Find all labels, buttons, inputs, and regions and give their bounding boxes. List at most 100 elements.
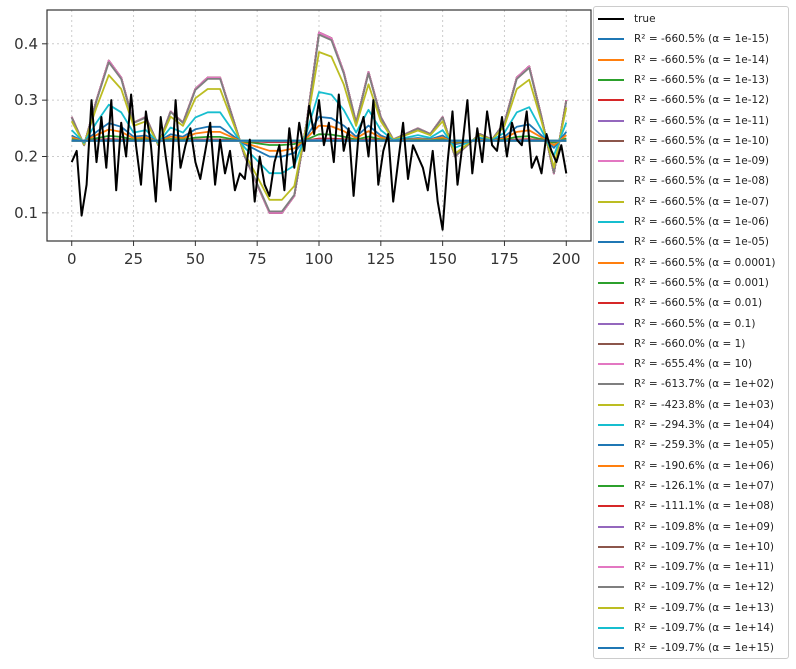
legend-item: R² = -294.3% (α = 1e+04) <box>598 416 774 434</box>
legend-label: R² = -660.5% (α = 1e-06) <box>634 216 770 228</box>
legend-swatch <box>598 505 624 508</box>
legend-item: R² = -109.7% (α = 1e+12) <box>598 578 774 596</box>
legend-swatch <box>598 647 624 650</box>
legend-swatch <box>598 586 624 589</box>
legend-swatch <box>598 566 624 569</box>
legend-label: R² = -660.5% (α = 1e-11) <box>634 114 770 127</box>
legend-swatch <box>598 545 624 548</box>
legend-swatch <box>598 99 624 102</box>
legend-label: true <box>634 13 656 25</box>
legend-label: R² = -294.3% (α = 1e+04) <box>634 419 775 431</box>
legend-item: R² = -109.7% (α = 1e+14) <box>598 619 774 637</box>
legend-item: R² = -109.7% (α = 1e+15) <box>598 639 774 657</box>
legend-swatch <box>598 484 624 487</box>
legend-item: R² = -660.5% (α = 1e-09) <box>598 152 769 170</box>
x-tick-label: 25 <box>124 250 143 268</box>
legend-swatch <box>598 424 624 426</box>
legend-swatch <box>598 200 624 203</box>
legend: true R² = -660.5% (α = 1e-15) R² = -660.5%… <box>593 6 789 659</box>
legend-label: R² = -109.7% (α = 1e+12) <box>634 581 775 594</box>
y-tick-label: 0.4 <box>14 35 38 53</box>
legend-label: R² = -660.5% (α = 1e-15) <box>634 33 770 46</box>
legend-label: R² = -660.5% (α = 1e-14) <box>634 53 770 66</box>
legend-label: R² = -660.5% (α = 0.0001) <box>634 256 776 269</box>
legend-label: R² = -613.7% (α = 1e+02) <box>634 378 775 391</box>
legend-label: R² = -655.4% (α = 10) <box>634 358 753 371</box>
legend-swatch <box>598 606 624 609</box>
legend-item: R² = -660.5% (α = 1e-10) <box>598 132 769 150</box>
legend-item: R² = -111.1% (α = 1e+08) <box>598 497 774 515</box>
legend-item: R² = -660.5% (α = 1e-14) <box>598 51 769 69</box>
legend-item: R² = -613.7% (α = 1e+02) <box>598 375 774 393</box>
legend-label: R² = -259.3% (α = 1e+05) <box>634 439 775 452</box>
x-tick-label: 50 <box>186 250 205 268</box>
legend-label: R² = -109.7% (α = 1e+15) <box>634 642 775 655</box>
legend-swatch <box>598 78 624 81</box>
legend-label: R² = -109.8% (α = 1e+09) <box>634 520 775 533</box>
x-tick-label: 0 <box>67 250 77 268</box>
legend-swatch <box>598 160 624 163</box>
x-tick-label: 75 <box>248 250 267 268</box>
y-tick-label: 0.2 <box>14 147 38 165</box>
legend-item: R² = -109.8% (α = 1e+09) <box>598 518 774 536</box>
legend-swatch <box>598 383 624 386</box>
y-tick-label: 0.1 <box>14 204 38 222</box>
legend-swatch <box>598 464 624 467</box>
legend-label: R² = -190.6% (α = 1e+06) <box>634 459 775 472</box>
legend-label: R² = -109.7% (α = 1e+13) <box>634 601 775 614</box>
legend-swatch <box>598 139 624 142</box>
legend-swatch <box>598 180 624 183</box>
legend-label: R² = -109.7% (α = 1e+11) <box>634 561 775 574</box>
legend-label: R² = -660.5% (α = 0.1) <box>634 317 756 330</box>
legend-item: R² = -109.7% (α = 1e+10) <box>598 538 774 556</box>
legend-swatch <box>598 261 624 264</box>
legend-swatch <box>598 38 624 41</box>
legend-label: R² = -660.0% (α = 1) <box>634 337 746 350</box>
true-series <box>70 93 568 231</box>
legend-swatch <box>598 627 624 629</box>
legend-item: R² = -660.5% (α = 1e-15) <box>598 30 769 48</box>
axis-ticks: 0 25 50 75 100 125 150 175 200 0.1 0.2 0.3 0.4 <box>14 35 580 268</box>
legend-swatch <box>598 525 624 528</box>
legend-swatch <box>598 322 624 325</box>
legend-item: R² = -660.5% (α = 1e-05) <box>598 233 769 251</box>
legend-item: R² = -660.5% (α = 1e-07) <box>598 193 769 211</box>
legend-label: R² = -660.5% (α = 0.01) <box>634 297 763 310</box>
x-tick-label: 200 <box>552 250 581 268</box>
legend-swatch <box>598 18 624 20</box>
legend-item: R² = -109.7% (α = 1e+11) <box>598 558 774 576</box>
legend-item: R² = -660.5% (α = 1e-13) <box>598 71 769 89</box>
legend-item: R² = -190.6% (α = 1e+06) <box>598 457 774 475</box>
legend-item: R² = -660.5% (α = 0.0001) <box>598 254 775 272</box>
legend-swatch <box>598 363 624 366</box>
legend-swatch <box>598 58 624 61</box>
legend-item: R² = -660.5% (α = 0.001) <box>598 274 769 292</box>
legend-swatch <box>598 281 624 284</box>
legend-item: R² = -660.5% (α = 1e-08) <box>598 172 769 190</box>
legend-label: R² = -423.8% (α = 1e+03) <box>634 398 775 411</box>
x-tick-label: 100 <box>305 250 334 268</box>
legend-label: R² = -660.5% (α = 0.001) <box>634 276 769 289</box>
legend-item: R² = -660.0% (α = 1) <box>598 335 745 353</box>
legend-label: R² = -111.1% (α = 1e+08) <box>634 500 775 513</box>
legend-label: R² = -126.1% (α = 1e+07) <box>634 479 775 492</box>
y-tick-label: 0.3 <box>14 91 38 109</box>
legend-item: R² = -259.3% (α = 1e+05) <box>598 436 774 454</box>
legend-item: true <box>598 10 656 28</box>
legend-item: R² = -660.5% (α = 0.01) <box>598 294 762 312</box>
legend-swatch <box>598 444 624 447</box>
legend-label: R² = -660.5% (α = 1e-09) <box>634 155 770 168</box>
legend-item: R² = -660.5% (α = 1e-11) <box>598 112 769 130</box>
legend-label: R² = -660.5% (α = 1e-05) <box>634 236 770 249</box>
legend-label: R² = -660.5% (α = 1e-13) <box>634 73 770 86</box>
x-tick-label: 175 <box>490 250 519 268</box>
legend-item: R² = -660.5% (α = 1e-12) <box>598 91 769 109</box>
x-tick-label: 125 <box>366 250 395 268</box>
legend-label: R² = -109.7% (α = 1e+10) <box>634 540 775 553</box>
legend-swatch <box>598 342 624 345</box>
legend-label: R² = -660.5% (α = 1e-10) <box>634 134 770 147</box>
legend-item: R² = -655.4% (α = 10) <box>598 355 752 373</box>
legend-label: R² = -109.7% (α = 1e+14) <box>634 622 775 634</box>
legend-label: R² = -660.5% (α = 1e-07) <box>634 195 770 208</box>
legend-item: R² = -660.5% (α = 0.1) <box>598 315 755 333</box>
